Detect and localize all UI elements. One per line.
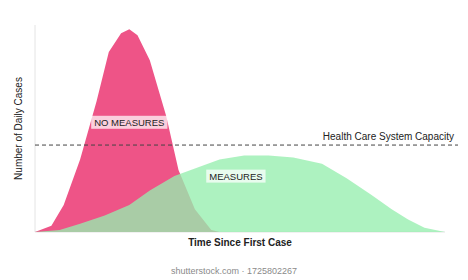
capacity-line [35, 145, 458, 146]
series-label-box [206, 170, 265, 183]
series-label: NO MEASURES [94, 117, 164, 128]
series-label-box [91, 116, 167, 129]
x-axis-title: Time Since First Case [188, 237, 292, 248]
y-axis-title: Number of Daily Cases [13, 77, 24, 180]
series-label: MEASURES [209, 171, 262, 182]
chart: Health Care System Capacity NO MEASURES ME… [0, 0, 468, 280]
capacity-label: Health Care System Capacity [323, 131, 454, 142]
y-axis-line [35, 25, 36, 232]
area-1 [35, 155, 445, 232]
source: shutterstock.com · 1725802267 [171, 266, 297, 276]
